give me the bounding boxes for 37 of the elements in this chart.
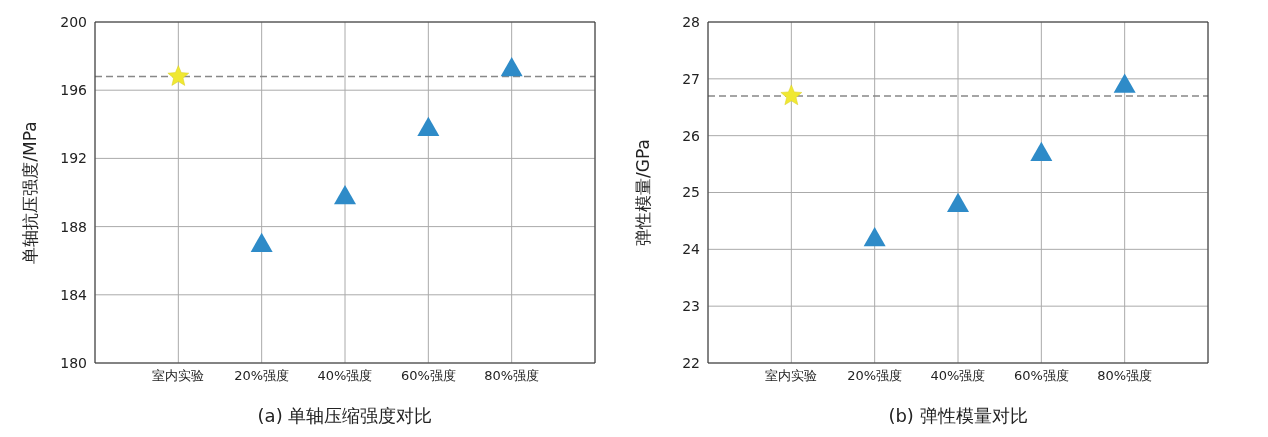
point: [250, 232, 273, 252]
x-tick-label: 室内实验: [765, 368, 818, 384]
point: [500, 57, 523, 77]
point: [947, 192, 969, 213]
y-tick-label: 188: [60, 218, 87, 235]
x-tick-label: 室内实验: [152, 368, 205, 384]
x-tick-label: 80%强度: [484, 368, 540, 384]
y-tick-label: 200: [60, 13, 87, 30]
y-tick-label: 25: [682, 184, 700, 201]
point: [167, 65, 190, 86]
y-tick-label: 192: [60, 150, 87, 167]
x-tick-label: 20%强度: [847, 368, 903, 384]
x-tick-label: 40%强度: [317, 368, 373, 384]
y-axis-title: 单轴抗压强度/MPa: [20, 121, 41, 264]
x-tick-label: 60%强度: [400, 368, 456, 384]
point: [417, 116, 440, 136]
y-tick-label: 196: [60, 82, 88, 99]
y-tick-label: 23: [682, 298, 700, 315]
point: [780, 84, 803, 106]
y-tick-label: 28: [682, 13, 700, 30]
point: [1113, 73, 1136, 93]
text: (b) 弹性模量对比: [887, 404, 1029, 428]
y-tick-label: 24: [682, 241, 701, 258]
y-tick-label: 184: [60, 286, 88, 303]
x-tick-label: 40%强度: [930, 368, 986, 384]
x-tick-label: 20%强度: [234, 368, 290, 384]
y-tick-label: 180: [60, 354, 87, 371]
x-tick-label: 80%强度: [1097, 368, 1153, 384]
y-axis-title: 弹性模量/GPa: [633, 139, 654, 246]
y-tick-label: 22: [682, 354, 700, 371]
point: [863, 226, 886, 247]
point: [334, 184, 356, 205]
x-tick-label: 60%强度: [1013, 368, 1069, 384]
text: (a) 单轴压缩强度对比: [256, 404, 434, 428]
point: [1030, 141, 1053, 161]
y-tick-label: 26: [682, 127, 701, 144]
y-tick-label: 27: [682, 70, 700, 87]
